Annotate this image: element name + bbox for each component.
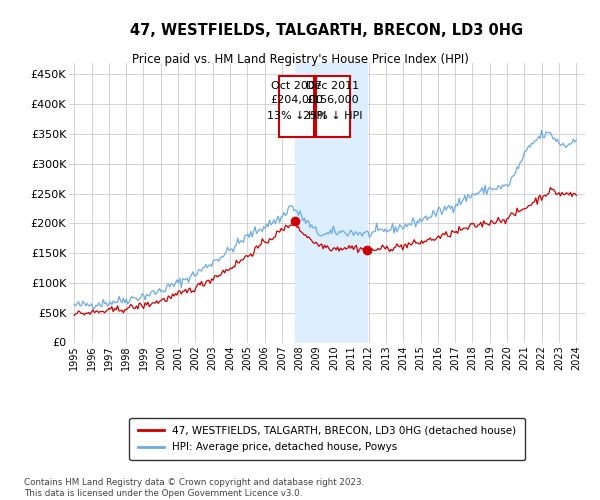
Bar: [280, 76, 314, 137]
Text: Oct 2007: Oct 2007: [271, 81, 322, 91]
Text: £204,000: £204,000: [270, 96, 323, 106]
Bar: [316, 76, 350, 137]
Text: 13% ↓ HPI: 13% ↓ HPI: [267, 111, 326, 121]
Bar: [295, 62, 367, 342]
Text: Contains HM Land Registry data © Crown copyright and database right 2023.
This d: Contains HM Land Registry data © Crown c…: [24, 478, 364, 498]
Title: 47, WESTFIELDS, TALGARTH, BRECON, LD3 0HG: 47, WESTFIELDS, TALGARTH, BRECON, LD3 0H…: [130, 22, 524, 38]
Text: 25% ↓ HPI: 25% ↓ HPI: [304, 111, 363, 121]
Legend: 47, WESTFIELDS, TALGARTH, BRECON, LD3 0HG (detached house), HPI: Average price, : 47, WESTFIELDS, TALGARTH, BRECON, LD3 0H…: [130, 418, 524, 461]
Text: £156,000: £156,000: [307, 96, 359, 106]
Text: Price paid vs. HM Land Registry's House Price Index (HPI): Price paid vs. HM Land Registry's House …: [131, 52, 469, 66]
Text: Dec 2011: Dec 2011: [307, 81, 359, 91]
